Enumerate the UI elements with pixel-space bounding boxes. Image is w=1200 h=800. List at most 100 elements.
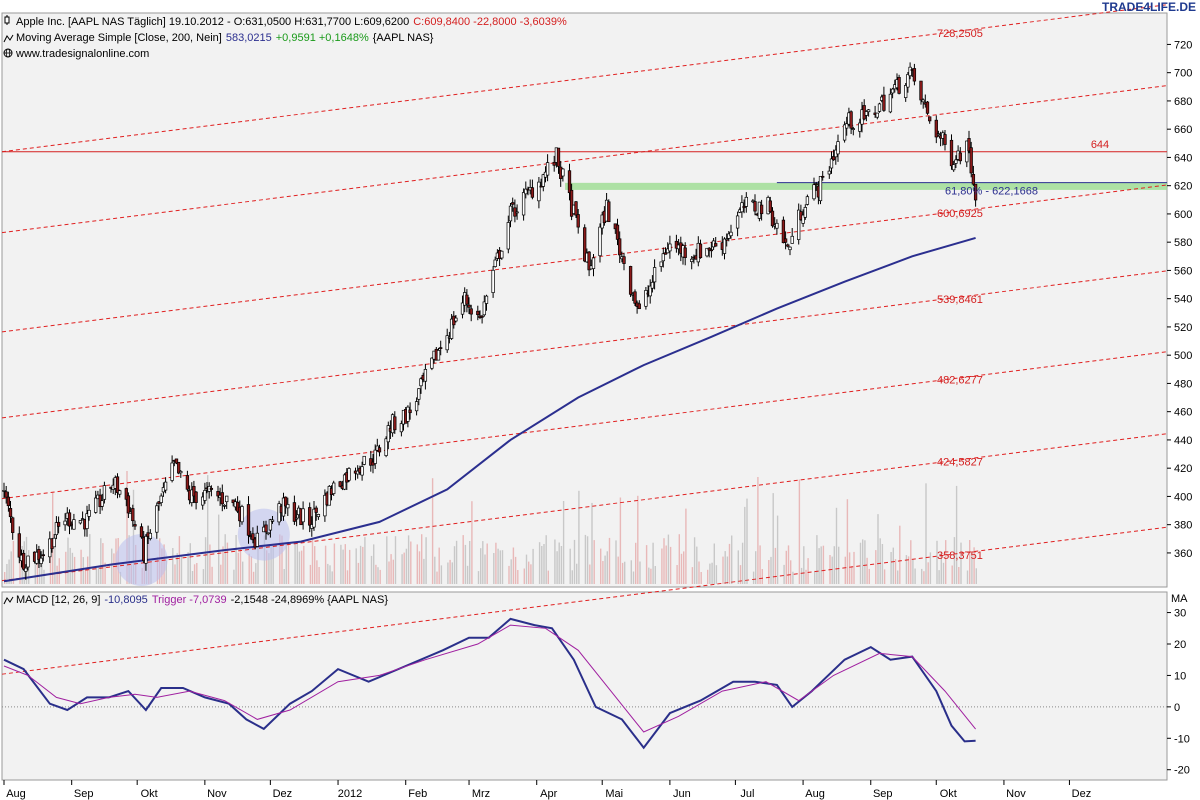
volume-bar: [67, 537, 69, 584]
macd-legend: MACD [12, 26, 9] -10,8095 Trigger -7,0739-…: [3, 593, 1188, 606]
volume-bar: [329, 565, 331, 584]
volume-bar: [193, 564, 196, 584]
volume-bar: [451, 562, 453, 584]
volume-bar: [785, 550, 787, 584]
volume-bar: [434, 556, 436, 584]
volume-bar: [80, 549, 82, 584]
volume-bar: [803, 546, 805, 584]
price-legend: Apple Inc. [AAPL NAS Täglich] 19.10.2012…: [3, 15, 567, 60]
volume-bar: [899, 525, 901, 584]
volume-bar: [438, 547, 440, 584]
volume-bar: [604, 555, 606, 584]
ma-legend-change: +0,9591 +0,1648%: [276, 32, 369, 44]
volume-bar: [726, 556, 729, 584]
fib-label: 61,80% - 622,1668: [945, 186, 1038, 198]
volume-bar: [621, 562, 624, 584]
candle-body: [460, 302, 465, 315]
volume-bar: [774, 547, 777, 584]
candle-body: [967, 138, 971, 152]
price-legend-prefix: Apple Inc. [AAPL NAS Täglich] 19.10.2012…: [16, 16, 234, 28]
candle-body: [338, 481, 342, 487]
candle-body: [360, 466, 364, 476]
candle-body: [264, 524, 268, 533]
volume-bar: [510, 559, 512, 584]
volume-bar: [683, 551, 685, 584]
candle-body: [312, 508, 316, 528]
volume-bar: [879, 538, 881, 584]
candle-body: [493, 259, 497, 267]
candle-body: [177, 461, 181, 474]
candle-body: [87, 509, 91, 517]
candle-body: [965, 140, 969, 163]
candle-body: [851, 128, 855, 130]
volume-bar: [386, 536, 388, 584]
volume-bar: [868, 568, 870, 584]
candle-body: [735, 215, 740, 229]
volume-bar: [69, 547, 71, 584]
candle-body: [419, 378, 423, 387]
volume-bar: [54, 546, 56, 584]
volume-bar: [211, 566, 213, 584]
candle-body: [255, 532, 259, 547]
volume-bar: [787, 545, 790, 584]
volume-bar: [818, 548, 820, 584]
volume-bar: [119, 571, 122, 584]
volume-bar: [104, 562, 106, 584]
volume-bar: [532, 548, 534, 584]
volume-bar: [960, 542, 962, 584]
candle-body: [203, 490, 207, 501]
candle-body: [222, 504, 227, 507]
candle-body: [100, 500, 104, 507]
volume-bar: [883, 569, 886, 584]
level-labels: 644 61,80% - 622,1668 728,2505 600,6925 539,…: [937, 28, 1109, 562]
volume-bar: [648, 567, 650, 584]
macd-line: [3, 617, 976, 750]
volume-bar: [752, 571, 755, 584]
volume-bar: [340, 544, 342, 584]
candle-body: [4, 491, 8, 498]
candle-body: [709, 249, 714, 252]
x-tick-label: Dez: [1072, 788, 1092, 800]
candle-body: [118, 490, 122, 495]
candle-body: [6, 496, 11, 507]
volume-bar: [493, 553, 495, 584]
candle-body: [484, 295, 489, 304]
volume-bar: [953, 537, 956, 584]
volume-bar: [514, 556, 517, 584]
volume-bar: [298, 551, 301, 584]
candle-body: [583, 227, 587, 262]
y-tick-label: 480: [1174, 378, 1192, 390]
volume-bar: [71, 552, 74, 584]
volume-bar: [4, 572, 6, 584]
volume-bar: [820, 546, 822, 584]
candle-body: [72, 519, 76, 530]
candle-body: [170, 462, 174, 481]
candle-body: [521, 192, 526, 216]
candle-body: [308, 507, 312, 526]
candle-body: [430, 357, 434, 369]
volume-bar: [669, 546, 672, 584]
volume-bar: [126, 471, 128, 584]
ma-legend-prefix: Moving Average Simple [Close, 200, Nein]: [16, 32, 222, 44]
candle-body: [770, 210, 775, 227]
candle-body: [185, 475, 190, 490]
moving-average-layer: [3, 236, 976, 583]
candle-body: [174, 458, 179, 464]
candle-body: [805, 196, 810, 205]
candle-body: [465, 294, 469, 305]
volume-bar: [283, 569, 285, 584]
candle-body: [314, 507, 318, 513]
volume-bar: [279, 534, 281, 584]
volume-bar: [462, 535, 464, 584]
y-tick-label: 380: [1174, 520, 1192, 532]
candle-body: [707, 247, 711, 251]
candle-body: [545, 162, 550, 176]
volume-bar: [43, 569, 45, 584]
volume-bar: [281, 535, 283, 584]
volume-bar: [248, 553, 250, 584]
candle-body: [759, 204, 764, 215]
volume-bar: [600, 548, 602, 584]
candle-body: [842, 124, 847, 141]
candle-body: [831, 156, 836, 161]
candle-body: [845, 123, 849, 129]
